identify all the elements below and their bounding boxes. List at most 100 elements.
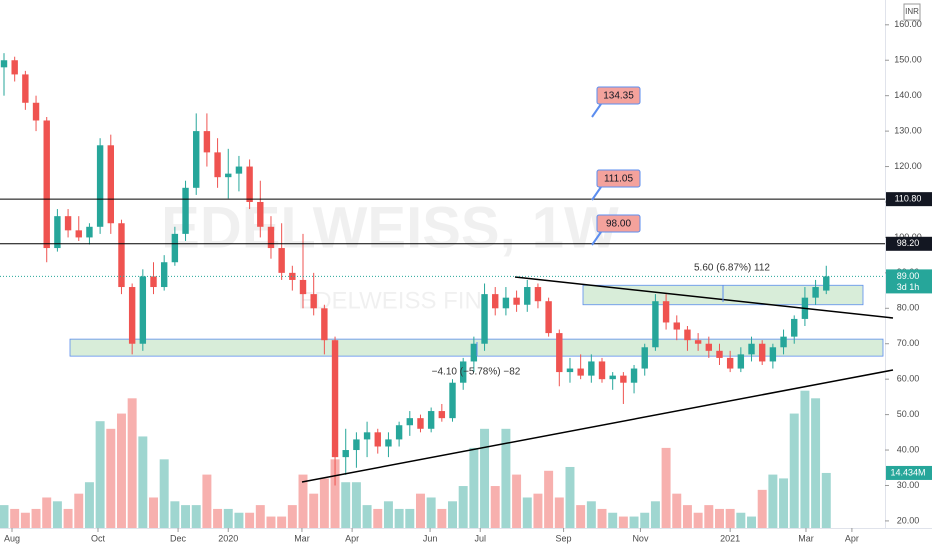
candle-body — [545, 301, 552, 334]
volume-bar — [544, 470, 554, 528]
volume-bar — [116, 413, 126, 528]
volume-bar — [341, 482, 351, 528]
candle-body — [395, 425, 403, 440]
volume-bar — [597, 508, 607, 528]
volume-bar — [554, 497, 564, 528]
volume-bar — [213, 508, 223, 528]
volume-bar — [480, 428, 490, 528]
candle-body — [96, 145, 104, 227]
candle-body — [726, 357, 734, 369]
volume-bar — [245, 512, 255, 528]
volume-bar — [362, 505, 372, 528]
volume-bar — [800, 390, 810, 528]
candle-body — [385, 439, 392, 447]
level-label: 110.80 — [895, 194, 922, 204]
volume-bar — [95, 421, 105, 528]
volume-bar — [181, 505, 191, 528]
level-box — [886, 236, 932, 251]
candle-body — [427, 411, 435, 429]
candle-body — [492, 294, 499, 309]
y-tick-label: 70.00 — [897, 338, 920, 348]
last-price-box — [886, 269, 932, 294]
volume-bar — [533, 493, 543, 528]
candle-body — [246, 166, 253, 202]
volume-bar — [714, 508, 724, 528]
callout-text: 134.35 — [603, 91, 634, 102]
volume-bar — [127, 398, 137, 528]
volume-bar — [757, 489, 767, 528]
candle-body — [235, 166, 243, 174]
volume-bar — [20, 512, 30, 528]
candle-body — [54, 216, 61, 249]
watermark: EDELWEISS, 1W — [161, 195, 619, 260]
candle-body — [118, 223, 125, 288]
volume-bar — [394, 508, 404, 528]
candle-body — [353, 439, 360, 451]
trend-line — [514, 276, 894, 319]
candle-body — [75, 230, 82, 238]
candle-body — [524, 287, 531, 305]
volume-bar — [405, 508, 415, 528]
volume-bar — [672, 493, 682, 528]
y-tick-label: 50.00 — [897, 409, 920, 419]
y-tick-label: 160.00 — [894, 19, 922, 29]
y-tick-label: 150.00 — [894, 55, 922, 65]
volume-bar — [138, 436, 148, 528]
candle-body — [193, 131, 200, 188]
candle-body — [534, 287, 542, 302]
last-price-label: 89.00 — [897, 271, 920, 281]
candle-body — [11, 60, 18, 75]
volume-bar — [202, 474, 212, 528]
candle-body — [64, 216, 72, 231]
volume-bar — [458, 486, 468, 528]
candle-body — [598, 361, 606, 380]
volume-bar — [63, 508, 73, 528]
candle-body — [342, 450, 349, 458]
candle-body — [652, 301, 659, 348]
volume-bar — [725, 508, 735, 528]
candle-body — [299, 279, 307, 295]
candle-body — [267, 226, 275, 249]
callout-box — [596, 214, 641, 233]
candle-body — [331, 340, 339, 458]
y-tick-label: 100.00 — [894, 232, 922, 242]
candle-body — [470, 343, 478, 362]
volume-bar — [255, 505, 265, 528]
candle-body — [225, 173, 232, 178]
callout-box — [596, 169, 641, 188]
volume-bar — [608, 512, 618, 528]
x-tick-label: Jun — [423, 533, 438, 543]
volume-bar — [586, 501, 596, 528]
candle-body — [278, 248, 285, 273]
volume-bar — [74, 493, 84, 528]
candle-body — [620, 375, 627, 383]
volume-bar — [522, 497, 532, 528]
y-tick-label: 120.00 — [894, 161, 922, 171]
x-tick-label: Aug — [4, 533, 20, 543]
y-tick-label: 80.00 — [897, 303, 920, 313]
volume-bar — [629, 516, 639, 528]
volume-bar — [747, 516, 757, 528]
candle-body — [609, 375, 616, 380]
candle-body — [673, 322, 680, 330]
callout-box — [596, 86, 641, 105]
candle-body — [182, 187, 189, 234]
candle-body — [566, 368, 574, 373]
candle-body — [737, 354, 745, 369]
volume-bar — [277, 516, 287, 528]
volume-bar — [106, 428, 116, 528]
volume-bar — [373, 508, 383, 528]
candle-body — [374, 432, 381, 447]
volume-bar — [191, 505, 201, 528]
volume-bar — [42, 497, 52, 528]
x-tick-label: Dec — [170, 533, 187, 543]
volume-bar — [650, 501, 660, 528]
volume-bar — [448, 501, 457, 528]
candle-body — [716, 350, 723, 358]
x-tick-label: Nov — [632, 533, 649, 543]
currency-box — [903, 3, 921, 21]
x-tick-label: Apr — [845, 533, 859, 543]
volume-bar — [52, 501, 62, 528]
candle-body — [43, 120, 50, 249]
